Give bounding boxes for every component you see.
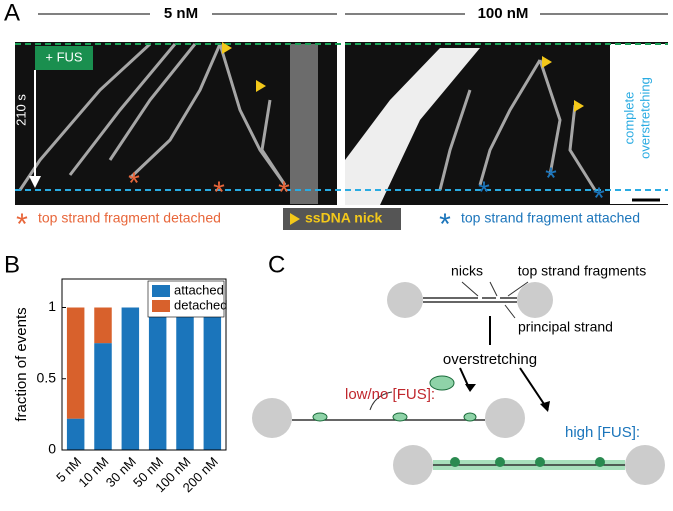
- legend-box: [283, 208, 401, 230]
- legend-text: top strand fragment attached: [461, 210, 640, 226]
- legend-star: *: [16, 208, 28, 241]
- legend-star: *: [439, 208, 451, 241]
- panel-label: C: [268, 251, 285, 278]
- svg-text:*: *: [545, 162, 557, 195]
- kymo-band: [610, 44, 668, 204]
- svg-text:*: *: [128, 167, 140, 200]
- legend-swatch: [152, 285, 170, 297]
- diagram-label: principal strand: [518, 319, 613, 335]
- header-gap: [150, 4, 212, 24]
- fus-label: + FUS: [45, 49, 83, 64]
- bar-segment: [148, 307, 167, 450]
- time-label: 210 s: [13, 94, 28, 126]
- kymo-traces: [18, 42, 287, 191]
- y-tick-label: 0.5: [37, 369, 57, 385]
- bar-segment: [66, 307, 85, 419]
- diagram-label: top strand fragments: [518, 263, 646, 279]
- y-axis-label: fraction of events: [13, 307, 30, 421]
- svg-text:*: *: [278, 176, 290, 209]
- svg-text:*: *: [478, 176, 490, 209]
- y-tick-label: 0: [48, 441, 56, 457]
- nick-markers: [222, 42, 584, 112]
- fus-box: [35, 46, 93, 70]
- bar-segment: [66, 418, 85, 450]
- diagram-label: nicks: [451, 263, 483, 279]
- axes-frame: [61, 278, 227, 451]
- legend-swatch: [152, 300, 170, 312]
- bar-segment: [94, 307, 112, 344]
- y-tick-label: 1: [48, 298, 56, 314]
- svg-text:*: *: [213, 176, 225, 209]
- side-label: complete: [621, 92, 636, 145]
- x-tick-label: 30 nM: [103, 454, 139, 490]
- panel-label: B: [4, 251, 20, 278]
- legend-label: detached: [174, 297, 228, 312]
- bar-segment: [176, 307, 194, 450]
- markers: * * * * * *: [128, 162, 605, 215]
- kymo-band: [345, 48, 480, 205]
- legend-triangle: [290, 213, 300, 225]
- diagram-label: low/no [FUS]:: [345, 386, 435, 403]
- panel-label: A: [4, 0, 20, 26]
- condition-label: 100 nM: [478, 5, 529, 22]
- time-arrowhead: [29, 176, 41, 188]
- bar-segment: [121, 307, 140, 450]
- condition-label: 5 nM: [164, 5, 198, 22]
- kymo-traces: [438, 59, 597, 191]
- x-tick-label: 10 nM: [75, 454, 111, 490]
- diagram: [252, 281, 665, 485]
- kymo-band: [290, 44, 318, 204]
- diagram-label: overstretching: [443, 351, 537, 368]
- legend-text: ssDNA nick: [305, 210, 383, 226]
- bar-segment: [94, 343, 112, 450]
- bar-segment: [203, 307, 222, 450]
- diagram-label: high [FUS]:: [565, 424, 640, 441]
- svg-text:*: *: [593, 182, 605, 215]
- legend-label: attached: [174, 282, 224, 297]
- legend-text: top strand fragment detached: [38, 210, 221, 226]
- header-gap: [465, 4, 540, 24]
- side-label: overstretching: [637, 77, 652, 159]
